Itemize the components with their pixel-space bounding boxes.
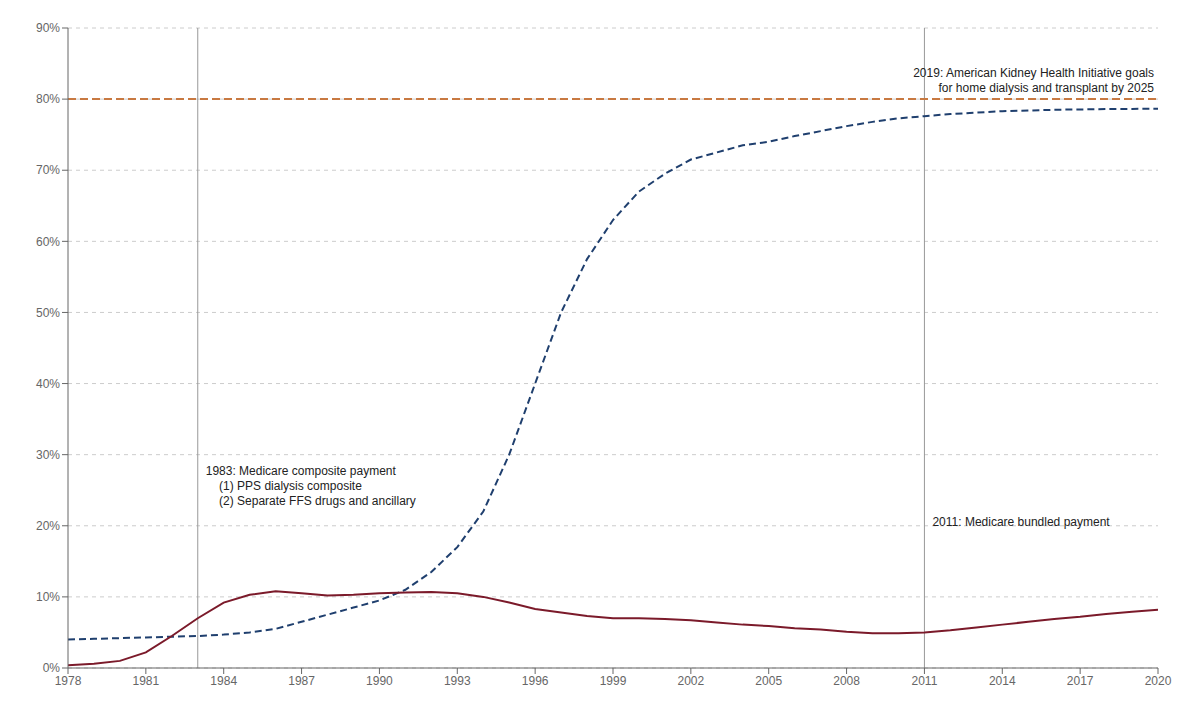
- svg-text:80%: 80%: [36, 92, 60, 106]
- svg-text:40%: 40%: [36, 377, 60, 391]
- svg-text:2002: 2002: [678, 674, 705, 688]
- svg-text:2017: 2017: [1067, 674, 1094, 688]
- svg-text:2011: 2011: [912, 674, 938, 688]
- svg-text:1993: 1993: [444, 674, 471, 688]
- svg-text:1987: 1987: [288, 674, 315, 688]
- svg-text:1978: 1978: [55, 674, 82, 688]
- svg-text:60%: 60%: [36, 235, 60, 249]
- svg-text:1999: 1999: [600, 674, 627, 688]
- svg-text:2005: 2005: [755, 674, 782, 688]
- svg-text:2019: American Kidney Health I: 2019: American Kidney Health Initiative …: [913, 66, 1154, 95]
- svg-text:30%: 30%: [36, 448, 60, 462]
- svg-text:0%: 0%: [43, 661, 61, 675]
- svg-text:90%: 90%: [36, 21, 60, 35]
- svg-text:1983: Medicare composite payme: 1983: Medicare composite payment (1) PPS…: [206, 464, 416, 508]
- svg-text:2020: 2020: [1145, 674, 1172, 688]
- svg-text:2014: 2014: [989, 674, 1016, 688]
- svg-text:1996: 1996: [522, 674, 549, 688]
- svg-text:10%: 10%: [36, 590, 60, 604]
- svg-text:1984: 1984: [210, 674, 237, 688]
- svg-text:1990: 1990: [366, 674, 393, 688]
- svg-text:70%: 70%: [36, 163, 60, 177]
- svg-text:20%: 20%: [36, 519, 60, 533]
- svg-text:50%: 50%: [36, 306, 60, 320]
- svg-text:2011: Medicare bundled payment: 2011: Medicare bundled payment: [932, 515, 1110, 529]
- svg-text:2008: 2008: [833, 674, 860, 688]
- svg-text:1981: 1981: [133, 674, 160, 688]
